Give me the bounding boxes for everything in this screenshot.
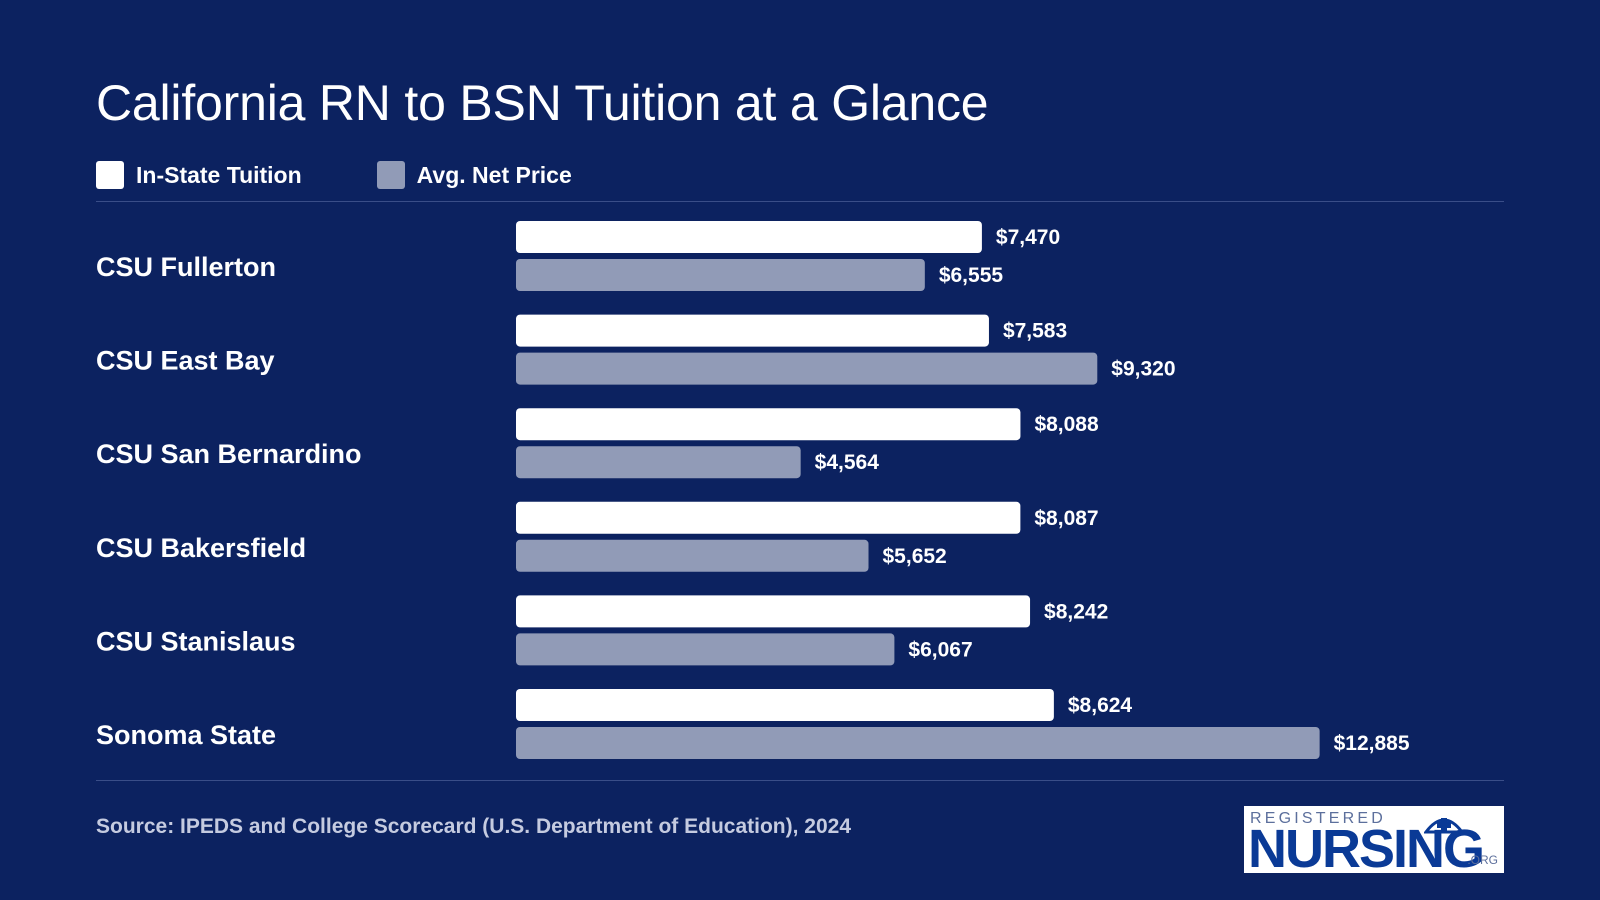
legend-item-net-price: Avg. Net Price: [376, 161, 572, 189]
data-label-avg-net-price-csu-stanislaus: $6,067: [908, 638, 972, 661]
logo-suffix-text: .ORG: [1467, 853, 1498, 867]
legend-label-in-state: In-State Tuition: [136, 161, 302, 188]
bar-avg-net-price-csu-east-bay: [516, 352, 1098, 385]
bar-avg-net-price-sonoma-state: [516, 727, 1320, 759]
legend-item-in-state: In-State Tuition: [96, 161, 302, 189]
data-label-avg-net-price-csu-san-bernardino: $4,564: [815, 451, 880, 474]
bar-in-state-tuition-csu-fullerton: [516, 221, 982, 253]
nurse-cap-cross-icon: [1424, 818, 1464, 834]
category-label-csu-fullerton: CSU Fullerton: [96, 252, 276, 282]
bar-avg-net-price-csu-bakersfield: [516, 539, 869, 572]
legend-swatch-net-price: [376, 161, 405, 189]
bottom-divider: [96, 780, 1504, 781]
data-label-avg-net-price-csu-fullerton: $6,555: [939, 264, 1004, 287]
bar-avg-net-price-csu-fullerton: [516, 259, 925, 291]
category-label-csu-stanislaus: CSU Stanislaus: [96, 626, 296, 656]
legend-label-net-price: Avg. Net Price: [416, 161, 572, 188]
category-label-csu-bakersfield: CSU Bakersfield: [96, 533, 306, 563]
bar-avg-net-price-csu-stanislaus: [516, 633, 895, 666]
chart-title: California RN to BSN Tuition at a Glance: [96, 75, 989, 131]
bar-in-state-tuition-csu-bakersfield: [516, 501, 1021, 534]
data-label-avg-net-price-csu-east-bay: $9,320: [1111, 358, 1175, 381]
category-label-csu-east-bay: CSU East Bay: [96, 346, 275, 376]
registered-nursing-logo: REGISTERED NURSING .ORG: [1244, 806, 1504, 873]
data-label-in-state-tuition-csu-san-bernardino: $8,088: [1034, 413, 1099, 436]
data-label-in-state-tuition-sonoma-state: $8,624: [1068, 694, 1133, 717]
data-label-in-state-tuition-csu-fullerton: $7,470: [996, 226, 1060, 249]
bar-in-state-tuition-csu-san-bernardino: [516, 408, 1021, 441]
top-divider: [96, 201, 1504, 202]
bar-in-state-tuition-csu-east-bay: [516, 314, 989, 347]
legend: In-State Tuition Avg. Net Price: [96, 160, 647, 190]
bar-in-state-tuition-sonoma-state: [516, 689, 1054, 721]
bar-in-state-tuition-csu-stanislaus: [516, 595, 1031, 628]
category-label-sonoma-state: Sonoma State: [96, 720, 276, 750]
data-label-avg-net-price-csu-bakersfield: $5,652: [883, 545, 947, 568]
bar-avg-net-price-csu-san-bernardino: [516, 446, 801, 479]
logo-top-text: REGISTERED: [1250, 810, 1387, 827]
legend-swatch-in-state: [96, 161, 124, 189]
category-label-csu-san-bernardino: CSU San Bernardino: [96, 439, 362, 469]
data-label-avg-net-price-sonoma-state: $12,885: [1334, 732, 1410, 755]
data-label-in-state-tuition-csu-bakersfield: $8,087: [1034, 507, 1098, 530]
data-label-in-state-tuition-csu-stanislaus: $8,242: [1044, 600, 1108, 623]
data-label-in-state-tuition-csu-east-bay: $7,583: [1003, 320, 1067, 343]
source-note: Source: IPEDS and College Scorecard (U.S…: [96, 815, 852, 838]
